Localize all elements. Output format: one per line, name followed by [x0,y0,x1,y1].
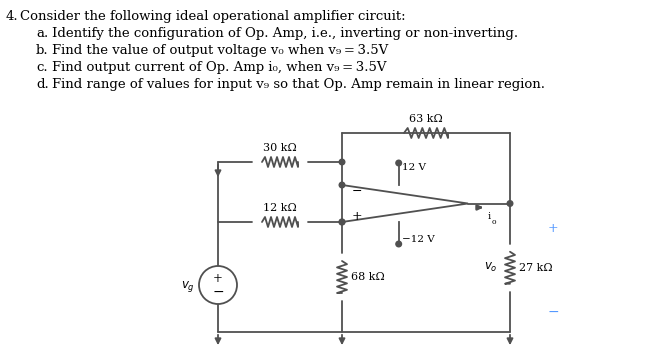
Text: b.: b. [36,44,49,57]
Text: 12 kΩ: 12 kΩ [263,203,297,213]
Circle shape [339,219,345,225]
Text: 4.: 4. [6,10,19,23]
Text: i: i [488,212,491,221]
Text: Find range of values for input v₉ so that Op. Amp remain in linear region.: Find range of values for input v₉ so tha… [52,78,545,91]
Text: $v_g$: $v_g$ [181,279,195,294]
Text: −: − [548,305,559,319]
Circle shape [339,159,345,165]
Text: −: − [212,285,224,299]
Circle shape [199,266,237,304]
Text: +: + [548,222,559,235]
Polygon shape [342,185,468,222]
Circle shape [339,219,345,225]
Text: o: o [492,219,496,226]
Text: 68 kΩ: 68 kΩ [351,272,385,282]
Text: Identify the configuration of Op. Amp, i.e., inverting or non-inverting.: Identify the configuration of Op. Amp, i… [52,27,518,40]
Text: a.: a. [36,27,48,40]
Text: +: + [352,211,363,224]
Circle shape [508,201,513,206]
Text: 12 V: 12 V [402,164,426,172]
Text: Find the value of output voltage v₀ when v₉ = 3.5V: Find the value of output voltage v₀ when… [52,44,388,57]
Circle shape [339,182,345,188]
Text: d.: d. [36,78,49,91]
Text: $v_o$: $v_o$ [484,261,498,274]
Text: −12 V: −12 V [402,236,434,245]
Text: Consider the following ideal operational amplifier circuit:: Consider the following ideal operational… [20,10,406,23]
Text: Find output current of Op. Amp i₀, when v₉ = 3.5V: Find output current of Op. Amp i₀, when … [52,61,387,74]
Text: 63 kΩ: 63 kΩ [409,114,443,124]
Circle shape [396,160,402,166]
Text: −: − [352,185,363,198]
Text: 30 kΩ: 30 kΩ [263,143,297,153]
Circle shape [396,241,402,247]
Text: +: + [213,272,223,285]
Text: c.: c. [36,61,47,74]
Text: 27 kΩ: 27 kΩ [519,263,553,273]
